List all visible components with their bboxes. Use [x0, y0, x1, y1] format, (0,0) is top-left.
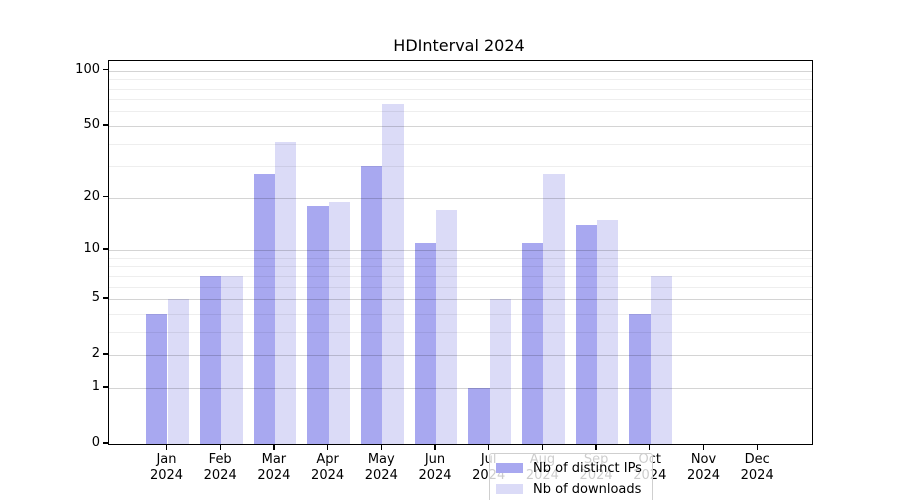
bar-downloads-feb [221, 275, 243, 444]
y-tick-mark [103, 68, 108, 71]
bar-distinct-ips-apr [307, 205, 329, 444]
bar-distinct-ips-sep [575, 224, 598, 444]
bar-distinct-ips-feb [199, 275, 222, 444]
bar-downloads-oct [650, 275, 673, 444]
x-tick-mark [380, 445, 382, 450]
bar-distinct-ips-oct [629, 313, 651, 444]
x-tick-mark [326, 445, 329, 450]
bar-distinct-ips-jul [468, 387, 490, 444]
y-tick-label: 50 [83, 116, 100, 132]
x-tick-mark [649, 445, 651, 450]
bar-distinct-ips-may [360, 166, 383, 444]
bars-layer [109, 61, 812, 444]
legend-label-downloads: Nb of downloads [533, 481, 642, 497]
bar-distinct-ips-jun [414, 243, 436, 444]
y-tick-label: 20 [83, 188, 100, 204]
bar-distinct-ips-aug [522, 243, 544, 444]
legend-item-distinct-ips: Nb of distinct IPs [496, 459, 642, 477]
y-tick-label: 2 [91, 346, 100, 362]
legend: Nb of distinct IPs Nb of downloads [489, 453, 653, 500]
y-tick-label: 100 [75, 61, 100, 77]
bar-downloads-mar [274, 141, 297, 444]
x-tick-label: Mar 2024 [257, 452, 291, 483]
y-tick-mark [103, 297, 108, 299]
x-tick-label: Jun 2024 [418, 452, 452, 483]
x-tick-mark [541, 445, 544, 450]
x-tick-label: Apr 2024 [311, 452, 345, 483]
legend-label-distinct-ips: Nb of distinct IPs [533, 460, 642, 476]
x-tick-mark [488, 445, 490, 450]
bar-downloads-sep [597, 219, 619, 444]
x-tick-label: May 2024 [364, 452, 398, 483]
bar-downloads-jul [489, 299, 512, 444]
bar-downloads-jun [436, 210, 458, 444]
y-tick-mark [103, 386, 108, 388]
y-tick-label: 1 [91, 378, 100, 394]
y-tick-label: 5 [91, 290, 100, 305]
y-tick-mark [103, 353, 108, 355]
x-tick-mark [273, 445, 275, 450]
legend-swatch-distinct-ips [496, 463, 523, 473]
y-tick-mark [103, 248, 108, 250]
x-tick-label: Dec 2024 [740, 452, 774, 483]
bar-downloads-jan [167, 299, 189, 444]
legend-swatch-downloads [496, 484, 523, 494]
y-tick-mark [103, 196, 108, 198]
y-tick-label: 10 [83, 241, 100, 256]
chart-title: HDInterval 2024 [393, 36, 525, 55]
x-tick-mark [702, 445, 705, 450]
x-tick-mark [219, 445, 221, 450]
x-tick-label: Jan 2024 [149, 452, 184, 483]
bar-downloads-apr [328, 201, 350, 444]
x-tick-mark [595, 445, 597, 450]
y-tick-mark [103, 124, 108, 126]
bar-distinct-ips-mar [253, 174, 275, 444]
plot-area: Nb of distinct IPs Nb of downloads [108, 60, 813, 500]
y-tick-mark [103, 442, 108, 444]
y-tick-label: 0 [91, 435, 100, 450]
x-tick-mark [756, 445, 758, 450]
bar-downloads-aug [543, 174, 565, 444]
x-tick-mark [165, 445, 168, 450]
bar-downloads-may [382, 103, 404, 444]
x-tick-label: Feb 2024 [203, 452, 237, 483]
legend-item-downloads: Nb of downloads [496, 480, 642, 498]
x-tick-label: Nov 2024 [686, 452, 721, 483]
x-tick-mark [434, 445, 436, 450]
bar-distinct-ips-jan [146, 313, 168, 444]
